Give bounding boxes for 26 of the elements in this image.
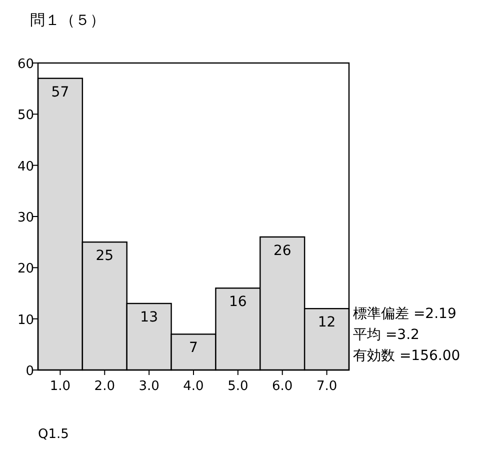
text: 平均 =3.2 [353, 327, 420, 343]
y-tick-label: 0 [26, 364, 34, 379]
x-tick-label: 4.0 [183, 379, 204, 394]
x-tick-label: 5.0 [228, 379, 248, 394]
data-label: 25 [96, 248, 114, 264]
y-tick-label: 30 [17, 210, 34, 226]
y-tick-label: 60 [17, 57, 34, 72]
chart-title: 問１（５） [30, 11, 105, 29]
text: 標準偏差 =2.19 [353, 306, 456, 322]
data-label: 7 [189, 340, 198, 356]
x-tick-label: 6.0 [272, 379, 293, 394]
data-label: 16 [229, 294, 247, 310]
data-label: 13 [140, 309, 158, 326]
x-tick-label: 1.0 [50, 379, 71, 394]
data-label: 57 [51, 84, 70, 100]
y-tick-label: 40 [17, 159, 34, 174]
data-label: 12 [318, 314, 336, 331]
text: 有効数 =156.00 [353, 348, 460, 364]
y-tick-label: 20 [17, 262, 34, 277]
x-tick-label: 3.0 [138, 379, 160, 394]
y-tick-label: 50 [17, 108, 34, 124]
y-tick-label: 10 [17, 312, 34, 328]
data-label: 26 [273, 242, 292, 259]
x-tick-label: 2.0 [94, 379, 115, 394]
x-tick-label: 7.0 [316, 379, 338, 394]
text: Q1.5 [38, 427, 69, 442]
